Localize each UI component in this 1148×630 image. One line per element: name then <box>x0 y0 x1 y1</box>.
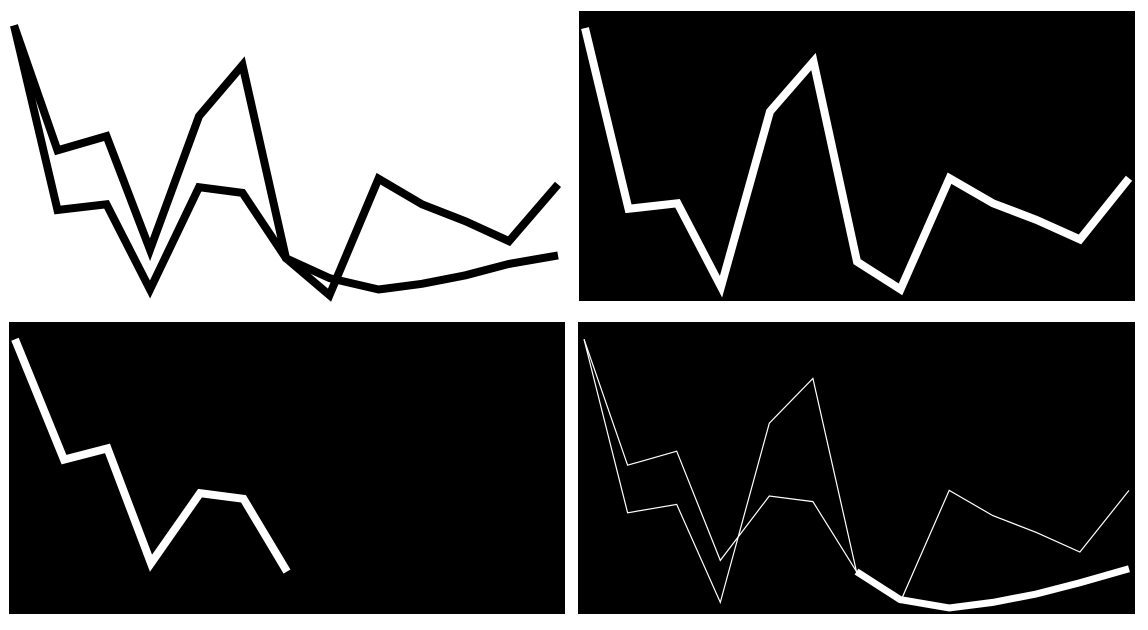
line-plot-top-right <box>581 27 1133 298</box>
line-plot-top-left <box>10 24 562 302</box>
line-plot-bottom-right <box>583 339 1130 612</box>
series-b <box>10 24 559 299</box>
panel-bottom-right <box>578 322 1135 614</box>
series-a <box>581 27 1133 298</box>
series-b <box>11 337 291 574</box>
series-a-outline <box>583 339 1130 605</box>
line-plot-bottom-left <box>11 337 291 574</box>
panel-bottom-left <box>9 322 565 614</box>
panel-top-right <box>579 11 1135 301</box>
panel-top-left <box>8 8 564 304</box>
series-b-tail <box>854 565 1130 612</box>
series-b-outline <box>583 339 858 572</box>
